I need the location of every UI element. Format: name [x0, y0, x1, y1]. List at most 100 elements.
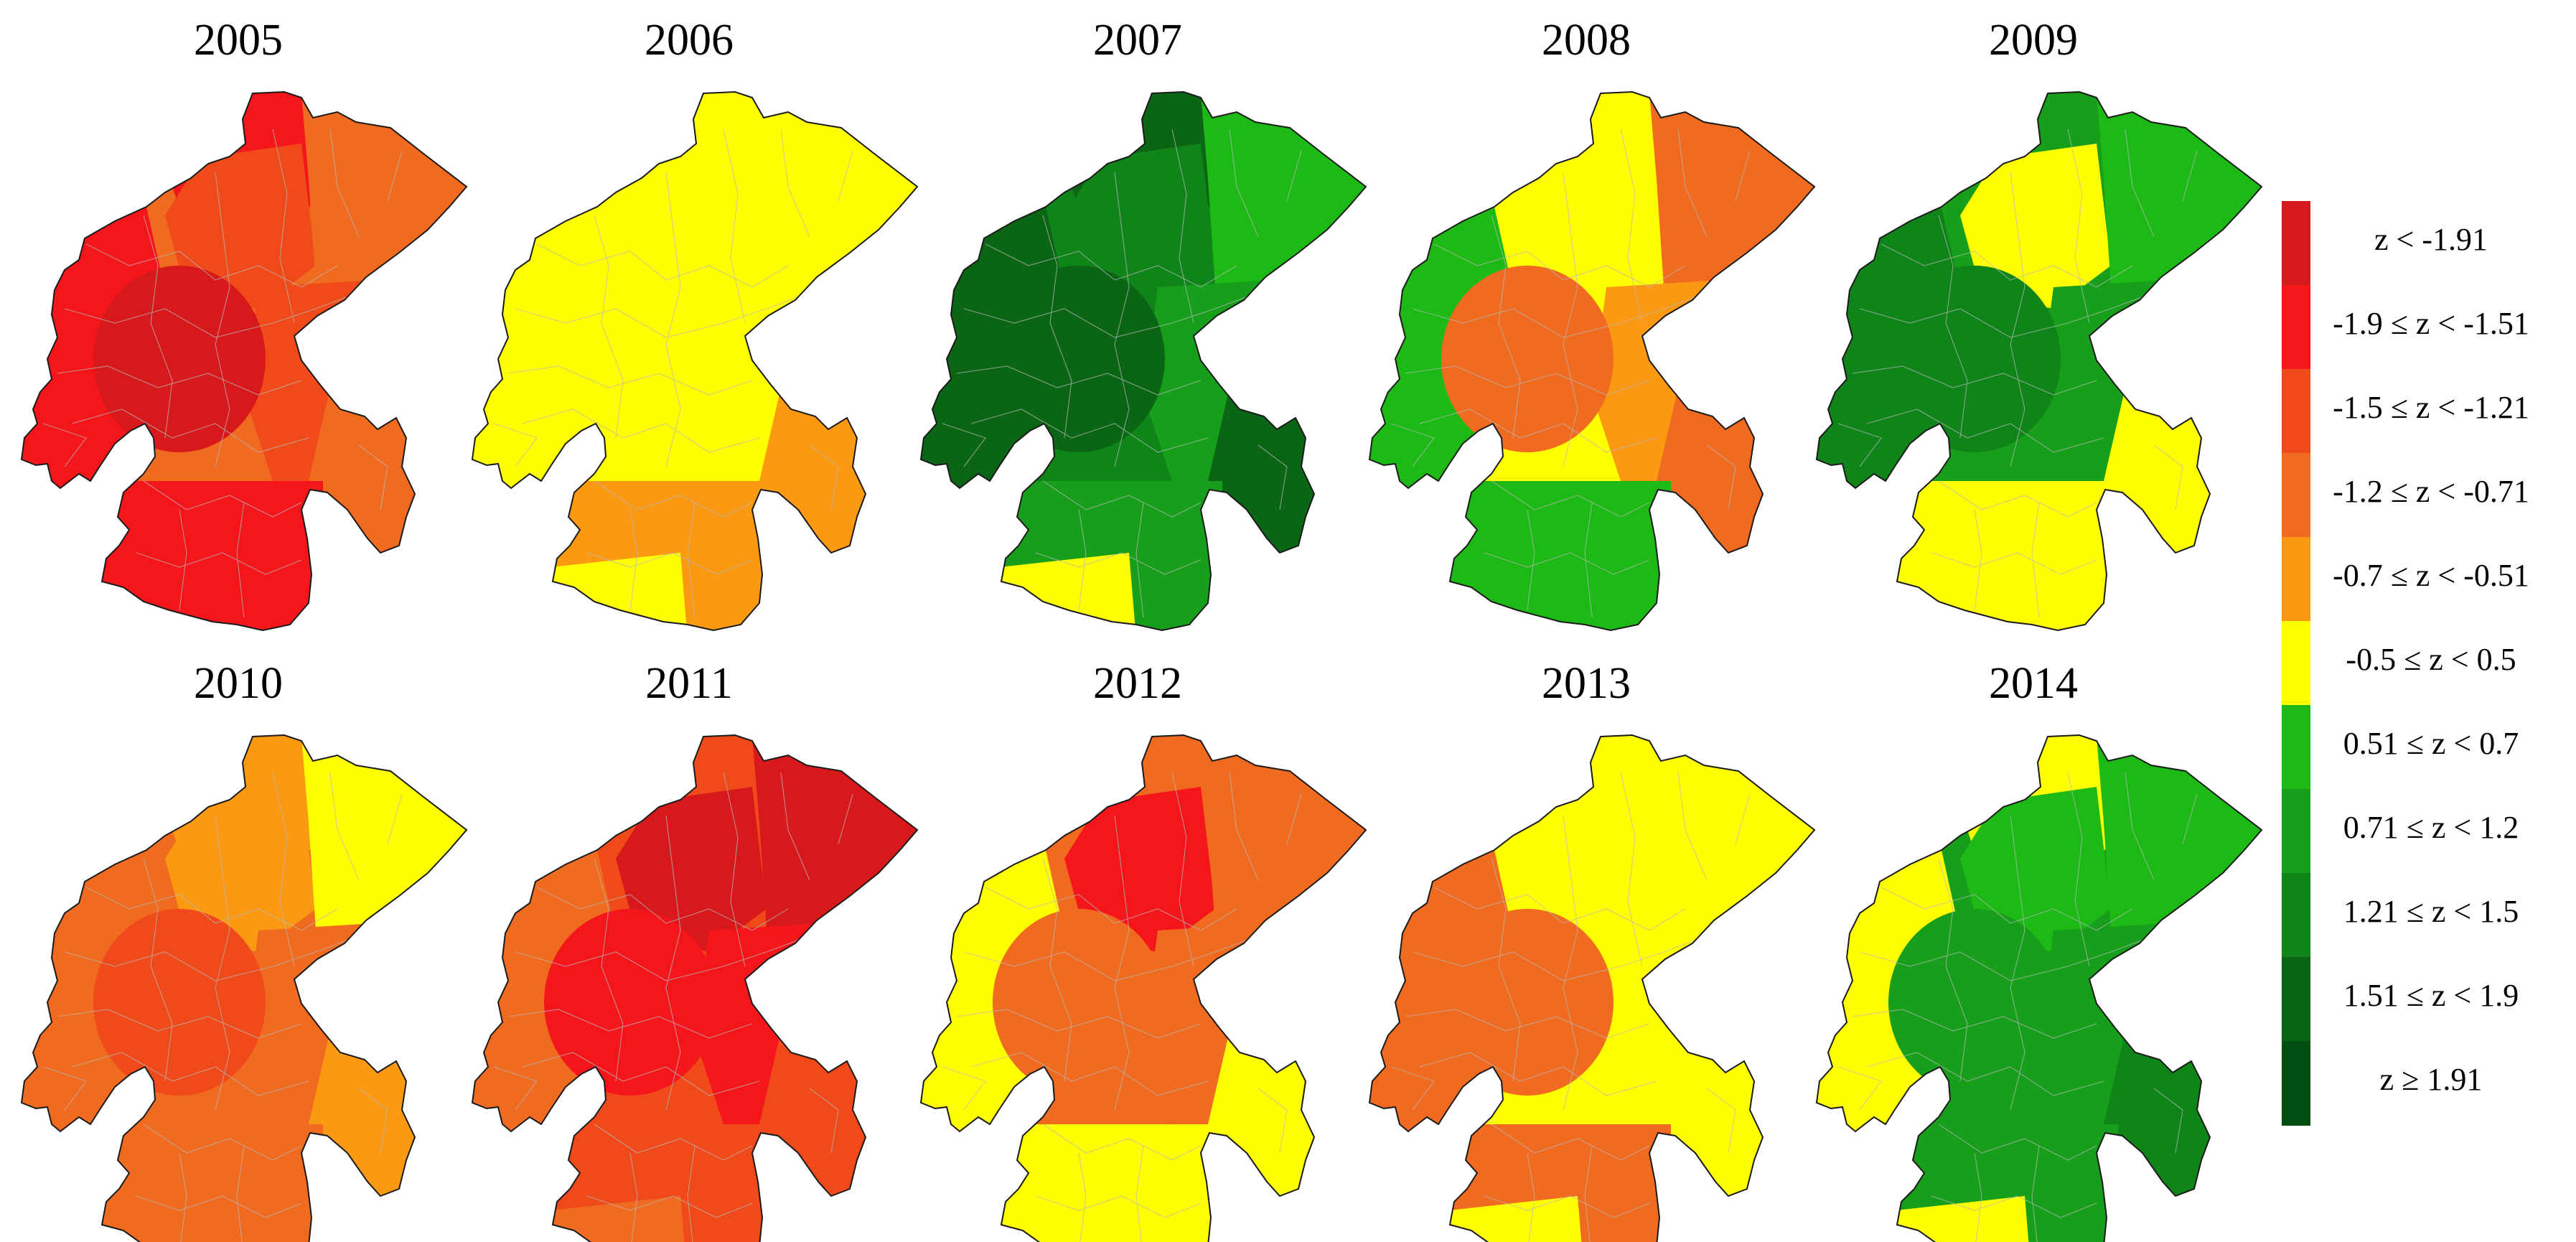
year-title-2013: 2013: [1542, 659, 1631, 708]
region-north: [165, 787, 316, 952]
map-regions-2007: [921, 92, 1366, 630]
legend-swatch-1: [2282, 201, 2310, 286]
legend-label-7: 0.51 ≤ z < 0.7: [2343, 726, 2519, 761]
year-title-2014: 2014: [1989, 659, 2078, 708]
region-north: [1513, 144, 1664, 309]
region-north: [1513, 787, 1664, 952]
region-se: [309, 1031, 445, 1210]
region-north: [1064, 144, 1215, 309]
region-ne: [752, 737, 917, 930]
region-sw: [551, 553, 688, 630]
year-titles: 2005 2006 2007 2008 2009 2010 2011 2012 …: [194, 16, 2078, 708]
legend-swatch-10: [2282, 957, 2310, 1042]
region-se: [759, 388, 896, 567]
region-se: [1657, 1031, 1793, 1210]
map-2014: [1816, 734, 2262, 1242]
map-regions-2013: [1369, 735, 1814, 1242]
year-title-2012: 2012: [1093, 659, 1182, 708]
legend: z < -1.91 -1.9 ≤ z < -1.51 -1.5 ≤ z < -1…: [2282, 201, 2529, 1126]
region-center: [544, 266, 716, 452]
region-sw: [551, 1196, 688, 1242]
region-center: [993, 909, 1165, 1096]
region-sw: [1448, 1196, 1585, 1242]
map-regions-2008: [1369, 92, 1814, 630]
map-2009: [1816, 91, 2262, 631]
legend-swatch-4: [2282, 453, 2310, 538]
region-ne: [1649, 93, 1814, 287]
region-center: [1888, 266, 2061, 452]
region-north: [1064, 787, 1215, 952]
region-north: [616, 787, 767, 952]
legend-label-11: z ≥ 1.91: [2380, 1062, 2483, 1097]
map-regions-2014: [1817, 735, 2262, 1242]
region-ne: [2097, 737, 2262, 930]
region-center: [93, 266, 266, 452]
year-title-2006: 2006: [645, 16, 734, 65]
map-2012: [920, 734, 1367, 1242]
map-2006: [472, 91, 918, 631]
legend-label-1: z < -1.91: [2374, 222, 2488, 257]
region-center: [544, 909, 716, 1096]
map-regions-2012: [921, 735, 1366, 1242]
legend-swatch-3: [2282, 369, 2310, 454]
map-2007: [920, 91, 1367, 631]
region-center: [1441, 909, 1613, 1096]
region-ne: [2097, 93, 2262, 287]
region-center: [1441, 266, 1613, 452]
region-north: [165, 144, 316, 309]
legend-swatch-5: [2282, 537, 2310, 622]
region-ne: [301, 93, 467, 287]
year-title-2005: 2005: [194, 16, 283, 65]
region-sw: [1896, 553, 2032, 630]
legend-swatch-7: [2282, 705, 2310, 790]
region-sw: [1000, 553, 1136, 630]
legend-label-8: 0.71 ≤ z < 1.2: [2343, 810, 2519, 845]
region-center: [993, 266, 1165, 452]
region-center: [93, 909, 266, 1096]
year-maps: [21, 91, 2262, 1242]
region-sw: [1000, 1196, 1136, 1242]
region-north: [1960, 787, 2111, 952]
region-center: [1888, 909, 2061, 1096]
region-sw: [100, 553, 237, 630]
region-se: [309, 388, 445, 567]
legend-swatch-9: [2282, 873, 2310, 958]
region-se: [2104, 1031, 2240, 1210]
legend-label-4: -1.2 ≤ z < -0.71: [2333, 474, 2529, 509]
legend-swatches: [2282, 201, 2310, 1126]
region-sw: [1896, 1196, 2032, 1242]
region-se: [1208, 1031, 1344, 1210]
year-title-2008: 2008: [1542, 16, 1631, 65]
legend-swatch-8: [2282, 789, 2310, 874]
legend-label-3: -1.5 ≤ z < -1.21: [2333, 390, 2529, 425]
legend-label-9: 1.21 ≤ z < 1.5: [2343, 894, 2519, 929]
region-ne: [1201, 93, 1366, 287]
region-north: [616, 144, 767, 309]
region-se: [1657, 388, 1793, 567]
year-title-2011: 2011: [645, 659, 733, 708]
region-ne: [1649, 737, 1814, 930]
map-regions-2011: [472, 735, 917, 1242]
map-regions-2006: [472, 92, 917, 630]
legend-label-2: -1.9 ≤ z < -1.51: [2333, 306, 2529, 341]
map-2013: [1369, 734, 1815, 1242]
region-north: [1960, 144, 2111, 309]
region-se: [2104, 388, 2240, 567]
legend-swatch-2: [2282, 285, 2310, 370]
region-se: [1208, 388, 1344, 567]
year-title-2009: 2009: [1989, 16, 2078, 65]
year-title-2007: 2007: [1093, 16, 1182, 65]
legend-swatch-6: [2282, 621, 2310, 706]
year-title-2010: 2010: [194, 659, 283, 708]
legend-label-10: 1.51 ≤ z < 1.9: [2343, 978, 2519, 1013]
map-regions-2005: [22, 92, 467, 630]
region-ne: [752, 93, 917, 287]
legend-swatch-11: [2282, 1041, 2310, 1126]
region-sw: [100, 1196, 237, 1242]
map-regions-2009: [1817, 92, 2262, 630]
region-ne: [301, 737, 467, 930]
map-2008: [1369, 91, 1815, 631]
region-se: [759, 1031, 896, 1210]
region-sw: [1448, 553, 1585, 630]
